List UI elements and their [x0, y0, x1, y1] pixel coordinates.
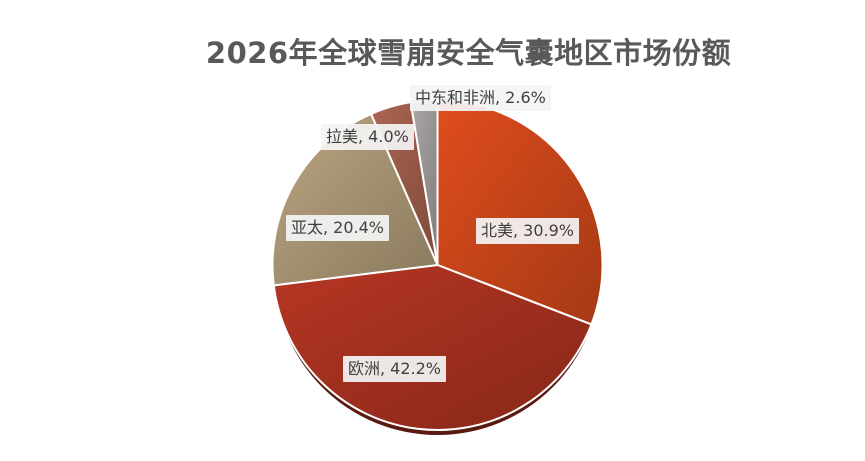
chart-title: 2026年全球雪崩安全气囊地区市场份额	[205, 36, 732, 70]
slice-label-4: 中东和非洲, 2.6%	[410, 85, 551, 111]
slice-label-3: 拉美, 4.0%	[321, 124, 414, 150]
pie-slice-1	[272, 264, 593, 431]
pie-slice-2	[271, 112, 439, 287]
slice-label-2: 亚太, 20.4%	[286, 215, 390, 241]
slice-label-0: 北美, 30.9%	[476, 218, 580, 244]
slice-label-1: 欧洲, 42.2%	[343, 356, 447, 382]
